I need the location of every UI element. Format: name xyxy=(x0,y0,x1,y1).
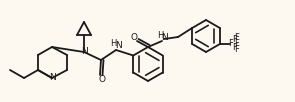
Text: F: F xyxy=(228,38,233,48)
Text: H: H xyxy=(157,32,163,40)
Text: N: N xyxy=(81,48,87,57)
Text: O: O xyxy=(130,33,137,43)
Text: F: F xyxy=(232,34,237,43)
Text: N: N xyxy=(115,42,121,50)
Text: O: O xyxy=(99,75,106,84)
Text: F: F xyxy=(234,39,239,48)
Text: H: H xyxy=(110,38,116,48)
Text: N: N xyxy=(49,74,55,83)
Text: F: F xyxy=(234,45,239,54)
Text: F: F xyxy=(234,33,239,43)
Text: F: F xyxy=(232,43,237,53)
Text: N: N xyxy=(162,33,168,43)
